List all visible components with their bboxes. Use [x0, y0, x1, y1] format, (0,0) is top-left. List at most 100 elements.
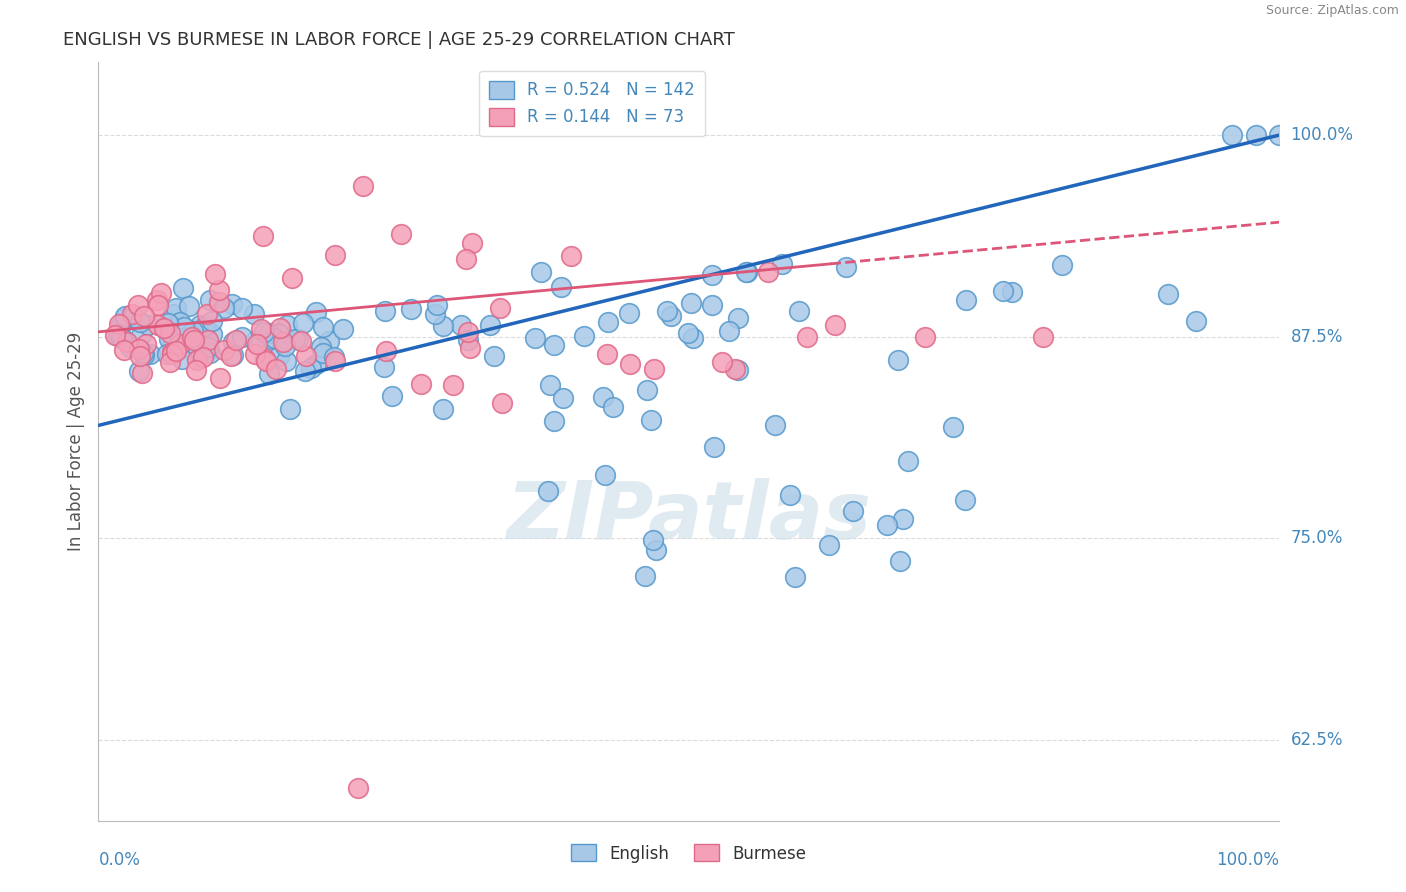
Point	[318, 334, 340, 348]
Point	[128, 342, 150, 356]
Point	[796, 329, 818, 343]
Point	[914, 329, 936, 343]
Point	[727, 311, 749, 326]
Point	[212, 301, 235, 315]
Point	[257, 326, 280, 340]
Point	[221, 297, 243, 311]
Point	[291, 316, 314, 330]
Point	[1032, 329, 1054, 343]
Point	[157, 332, 180, 346]
Point	[263, 331, 285, 345]
Point	[640, 413, 662, 427]
Point	[602, 400, 624, 414]
Point	[643, 362, 665, 376]
Point	[817, 537, 839, 551]
Text: 75.0%: 75.0%	[1291, 529, 1343, 548]
Point	[530, 265, 553, 279]
Point	[186, 340, 208, 354]
Point	[197, 333, 219, 347]
Point	[824, 318, 846, 332]
Point	[636, 383, 658, 397]
Point	[104, 328, 127, 343]
Point	[619, 357, 641, 371]
Point	[243, 307, 266, 321]
Point	[550, 280, 572, 294]
Point	[409, 377, 432, 392]
Point	[181, 329, 204, 343]
Point	[201, 314, 224, 328]
Point	[942, 420, 965, 434]
Point	[756, 265, 779, 279]
Point	[955, 293, 977, 307]
Point	[718, 325, 741, 339]
Point	[162, 307, 184, 321]
Point	[264, 362, 287, 376]
Point	[323, 350, 346, 364]
Point	[634, 569, 657, 583]
Point	[787, 304, 810, 318]
Point	[779, 488, 801, 502]
Point	[260, 332, 283, 346]
Point	[152, 320, 174, 334]
Point	[596, 347, 619, 361]
Point	[150, 285, 173, 300]
Point	[703, 440, 725, 454]
Point	[186, 353, 208, 368]
Point	[380, 389, 402, 403]
Point	[173, 320, 195, 334]
Point	[284, 332, 307, 346]
Point	[157, 317, 180, 331]
Point	[305, 357, 328, 371]
Point	[222, 348, 245, 362]
Point	[1185, 314, 1208, 328]
Point	[231, 301, 253, 315]
Point	[160, 347, 183, 361]
Point	[274, 353, 297, 368]
Point	[195, 343, 218, 358]
Point	[127, 298, 149, 312]
Point	[112, 332, 135, 346]
Point	[1050, 258, 1073, 272]
Point	[159, 326, 181, 340]
Point	[682, 331, 704, 345]
Point	[169, 315, 191, 329]
Point	[1244, 128, 1267, 142]
Point	[287, 332, 309, 346]
Point	[574, 329, 596, 343]
Point	[267, 326, 290, 340]
Point	[267, 326, 290, 341]
Point	[543, 338, 565, 352]
Point	[887, 352, 910, 367]
Point	[208, 370, 231, 384]
Point	[136, 318, 159, 332]
Point	[138, 347, 160, 361]
Point	[457, 333, 479, 347]
Point	[183, 333, 205, 347]
Point	[169, 331, 191, 345]
Point	[172, 281, 194, 295]
Point	[134, 348, 156, 362]
Text: 0.0%: 0.0%	[98, 851, 141, 869]
Point	[179, 299, 201, 313]
Point	[208, 283, 231, 297]
Point	[432, 318, 454, 333]
Point	[281, 271, 304, 285]
Point	[129, 349, 152, 363]
Point	[537, 484, 560, 499]
Point	[432, 402, 454, 417]
Point	[194, 331, 217, 345]
Point	[114, 309, 136, 323]
Point	[734, 265, 756, 279]
Point	[454, 252, 477, 267]
Point	[700, 268, 723, 283]
Point	[1268, 128, 1291, 142]
Point	[724, 362, 747, 376]
Point	[193, 350, 215, 364]
Text: 100.0%: 100.0%	[1216, 851, 1279, 869]
Point	[643, 533, 665, 548]
Point	[160, 337, 183, 351]
Point	[159, 355, 181, 369]
Point	[129, 315, 152, 329]
Text: 100.0%: 100.0%	[1291, 126, 1354, 144]
Point	[269, 321, 291, 335]
